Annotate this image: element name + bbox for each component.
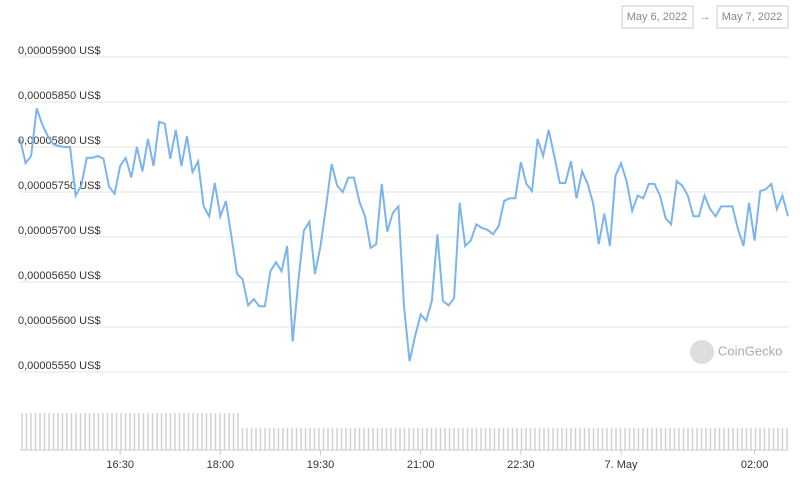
arrow: → bbox=[700, 11, 711, 23]
x-tick-label: 22:30 bbox=[507, 459, 535, 471]
price-line bbox=[19, 107, 789, 362]
y-tick-label: 0,00005600 US$ bbox=[18, 315, 101, 327]
y-tick-label: 0,00005850 US$ bbox=[18, 90, 101, 102]
x-tick-label: 02:00 bbox=[741, 459, 769, 471]
y-tick-label: 0,00005800 US$ bbox=[18, 135, 101, 147]
y-tick-label: 0,00005750 US$ bbox=[18, 180, 101, 192]
y-tick-label: 0,00005650 US$ bbox=[18, 270, 101, 282]
x-tick-label: 21:00 bbox=[407, 459, 435, 471]
x-tick-label: 18:00 bbox=[207, 459, 235, 471]
x-tick-label: 7. May bbox=[605, 459, 639, 471]
logo bbox=[690, 340, 714, 364]
date-to-box[interactable] bbox=[716, 5, 789, 29]
watermark: CoinGecko bbox=[718, 343, 782, 358]
date-to[interactable]: May 7, 2022 bbox=[722, 11, 783, 23]
x-tick-label: 16:30 bbox=[106, 459, 134, 471]
y-tick-label: 0,00005700 US$ bbox=[18, 225, 101, 237]
date-from[interactable]: May 6, 2022 bbox=[627, 11, 688, 23]
date-from-box[interactable] bbox=[621, 5, 694, 29]
y-tick-label: 0,00005900 US$ bbox=[18, 45, 101, 57]
y-tick-label: 0,00005550 US$ bbox=[18, 360, 101, 372]
x-tick-label: 19:30 bbox=[307, 459, 335, 471]
